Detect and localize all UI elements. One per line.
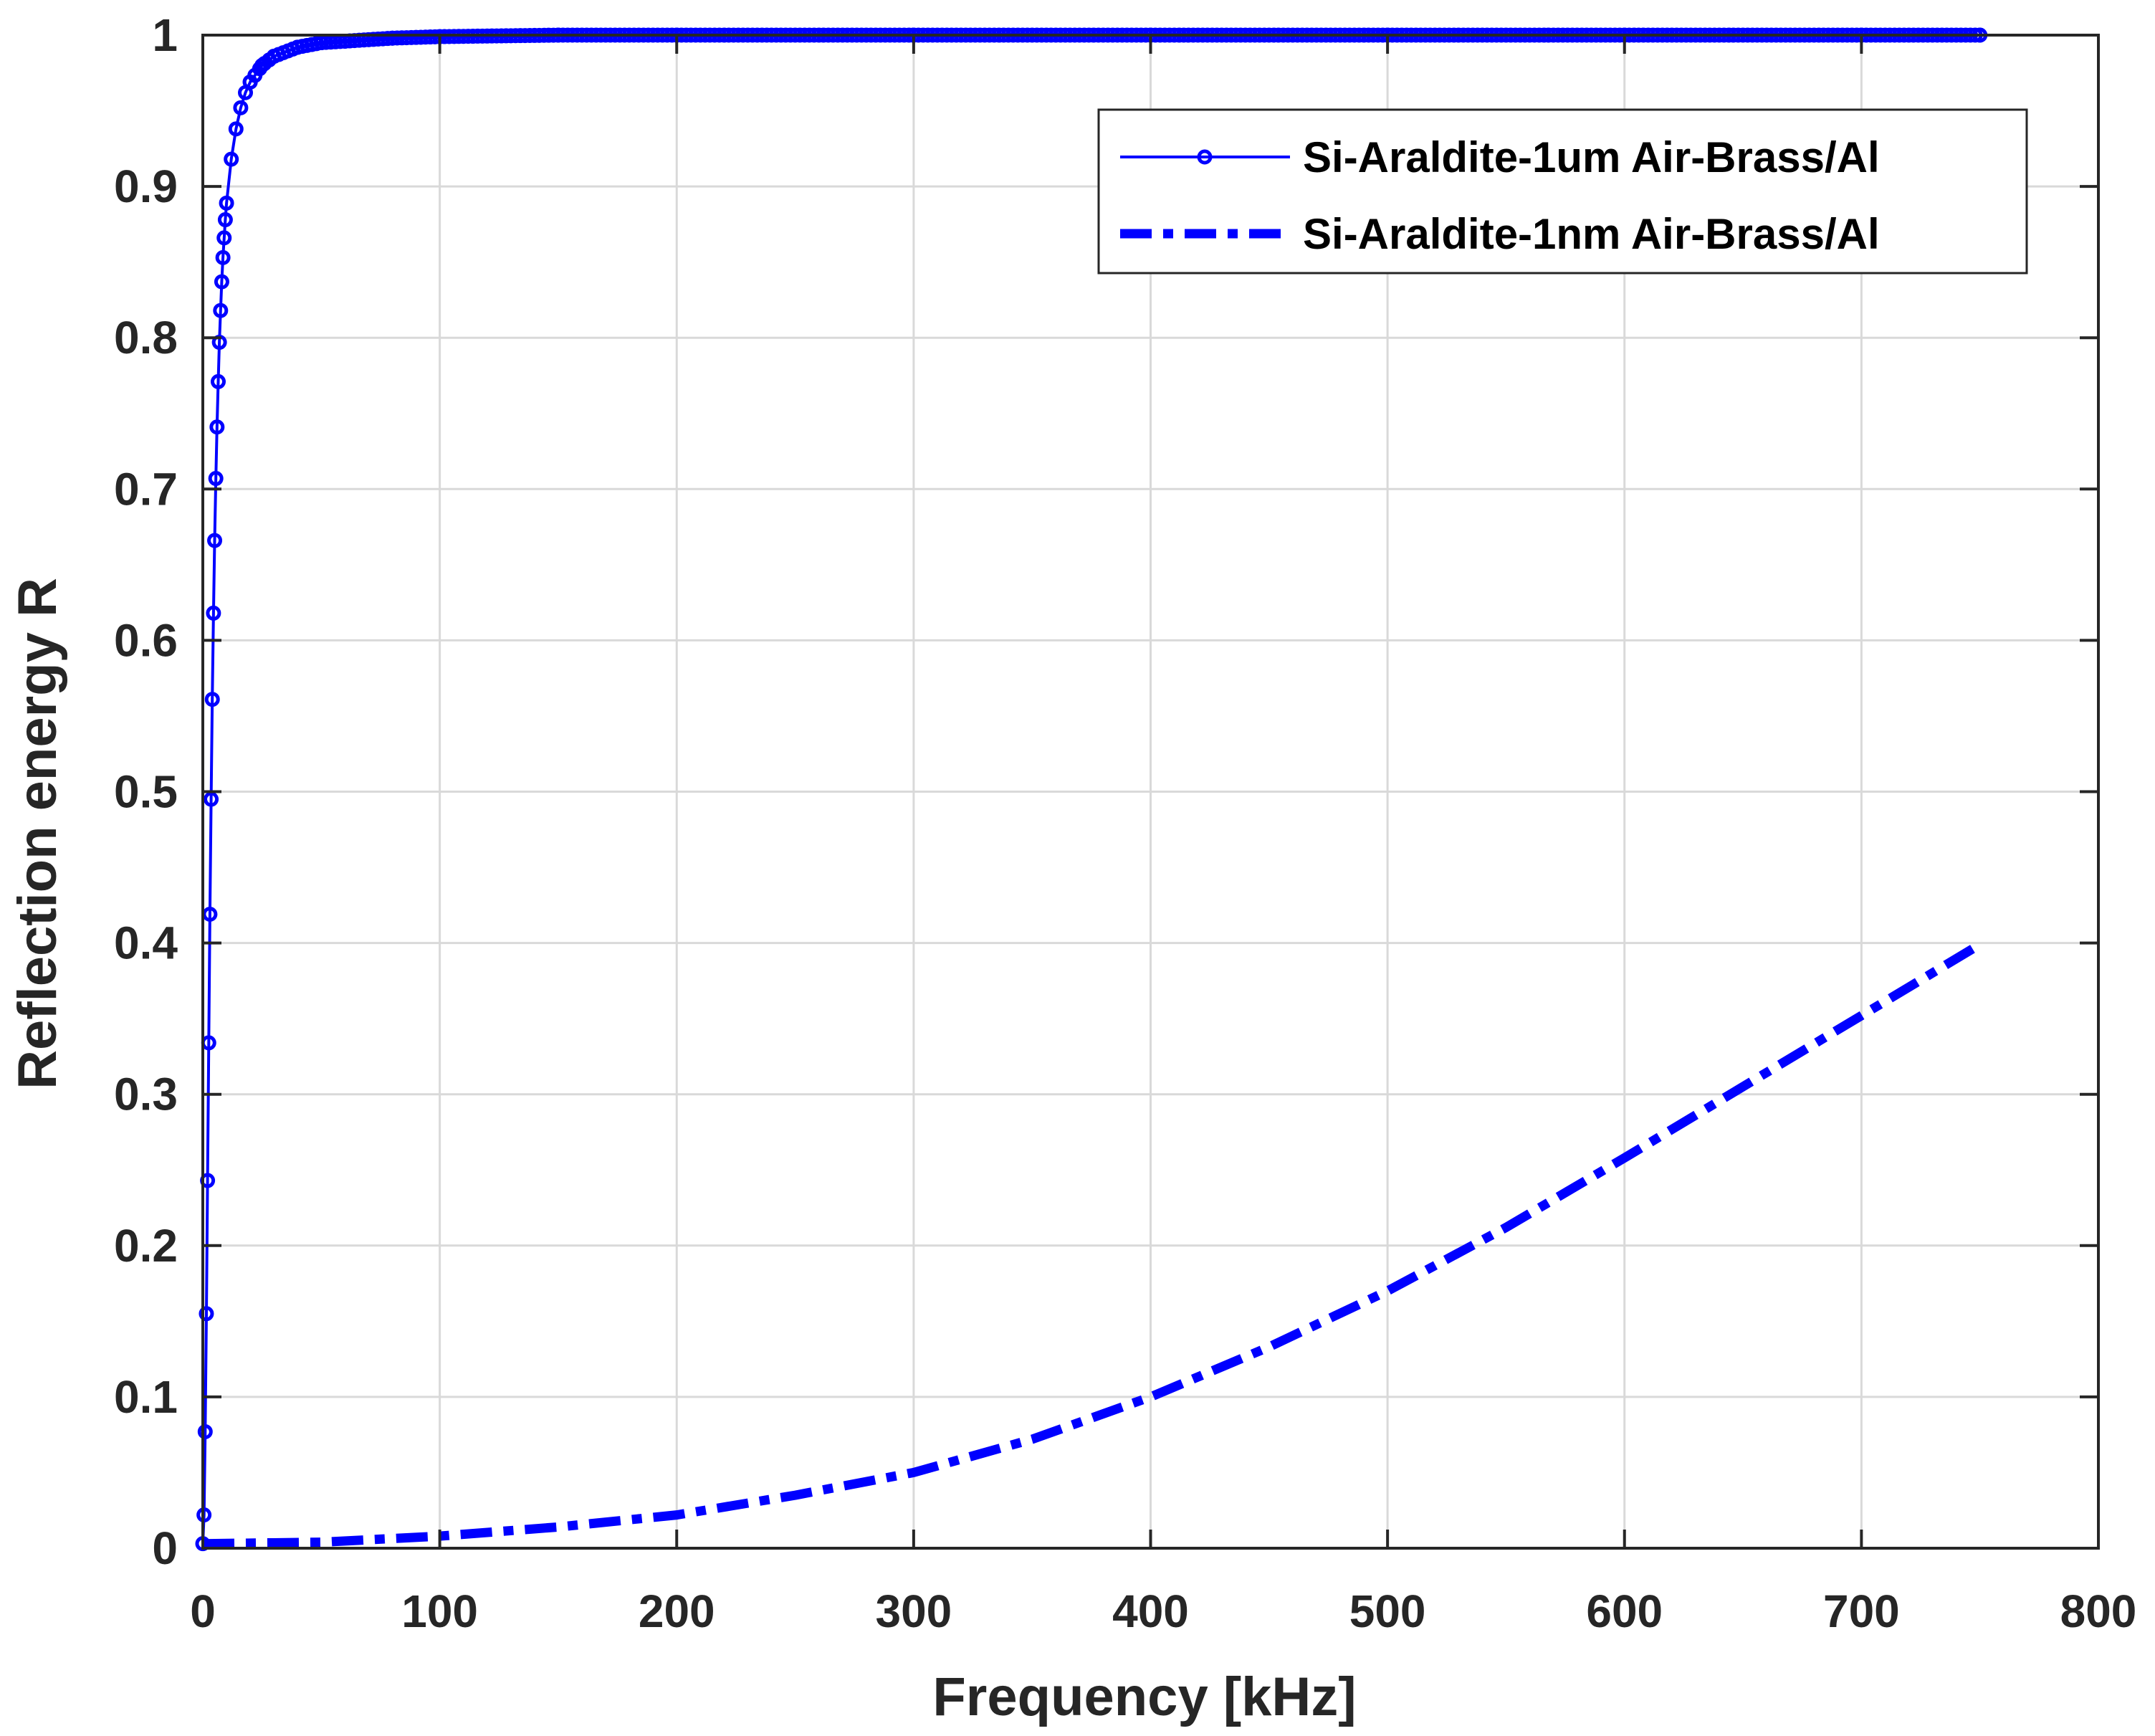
data-point-series-1 [216, 230, 232, 246]
data-point-series-1 [217, 212, 233, 228]
y-tick-label: 0.2 [114, 1220, 178, 1272]
tick-labels: 0 100 200 300 400 500 600 700 800 0 0.1 0.2 0.3 0.4 0.… [114, 9, 2136, 1637]
legend: Si-Araldite-1um Air-Brass/Al Si-Araldite… [1097, 108, 2028, 275]
data-point-series-1 [207, 533, 223, 548]
legend-label-series-2: Si-Araldite-1nm Air-Brass/Al [1303, 210, 1880, 258]
y-tick-label: 0 [152, 1522, 178, 1574]
data-point-series-1 [228, 121, 244, 137]
y-tick-label: 1 [152, 9, 178, 61]
series-line-2 [202, 940, 1983, 1549]
data-point-series-1 [210, 373, 226, 389]
data-point-series-1 [209, 419, 225, 435]
data-point-series-1 [197, 1423, 213, 1439]
x-tick-label: 0 [190, 1585, 216, 1637]
legend-label-series-1: Si-Araldite-1um Air-Brass/Al [1303, 133, 1880, 181]
data-point-series-1 [204, 692, 220, 707]
data-point-series-1 [215, 249, 231, 265]
x-tick-label: 600 [1586, 1585, 1663, 1637]
y-tick-label: 0.8 [114, 312, 178, 363]
data-point-series-1 [219, 195, 234, 211]
y-tick-label: 0.6 [114, 614, 178, 666]
y-tick-label: 0.3 [114, 1069, 178, 1120]
y-tick-label: 0.4 [114, 917, 178, 969]
data-point-series-1 [199, 1306, 214, 1322]
x-tick-label: 200 [639, 1585, 715, 1637]
x-tick-label: 400 [1112, 1585, 1189, 1637]
y-tick-label: 0.7 [114, 463, 178, 515]
y-axis-title: Reflection energy R [7, 578, 68, 1089]
legend-marker-series-1 [1197, 149, 1213, 165]
x-tick-label: 300 [875, 1585, 952, 1637]
y-tick-label: 0.9 [114, 161, 178, 212]
y-tick-label: 0.1 [114, 1371, 178, 1423]
x-tick-label: 800 [2060, 1585, 2137, 1637]
data-point-series-1 [208, 471, 224, 487]
x-axis-title: Frequency [kHz] [932, 1666, 1356, 1727]
x-tick-label: 100 [401, 1585, 478, 1637]
data-point-series-1 [204, 791, 219, 807]
data-point-series-1 [206, 605, 221, 621]
y-tick-label: 0.5 [114, 766, 178, 818]
x-tick-label: 500 [1349, 1585, 1426, 1637]
data-point-series-1 [224, 151, 239, 167]
grid [203, 35, 2098, 1548]
data-point-series-1 [233, 100, 249, 115]
legend-box [1097, 108, 2028, 275]
axes [201, 34, 2100, 1550]
data-point-series-1 [213, 302, 229, 318]
x-tick-label: 700 [1823, 1585, 1900, 1637]
data-point-series-1 [214, 274, 229, 290]
